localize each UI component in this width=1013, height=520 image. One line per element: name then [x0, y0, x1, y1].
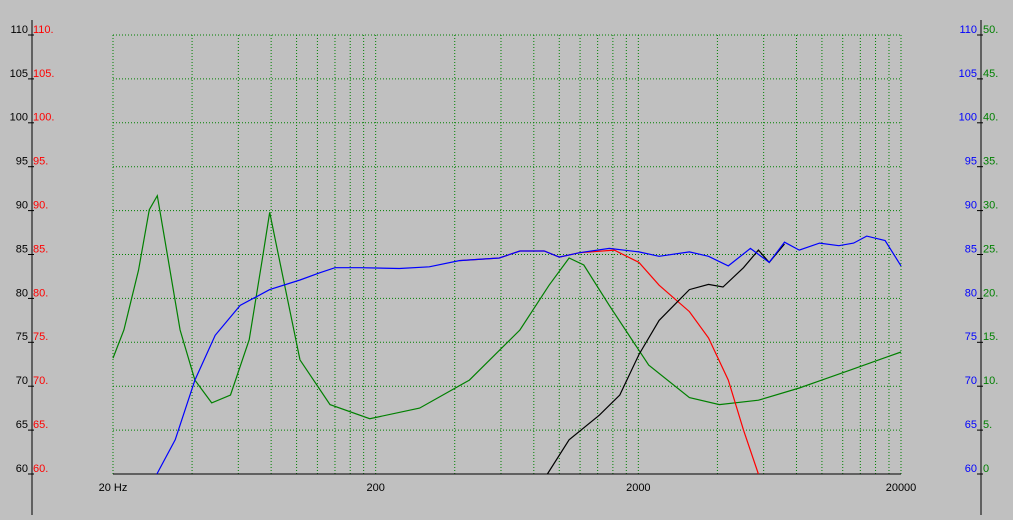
- y-tick-label: 75: [16, 331, 28, 343]
- y-tick-label: 80: [965, 287, 977, 299]
- x-tick-label: 2000: [626, 482, 650, 494]
- y-tick-label: 110: [10, 24, 28, 36]
- y-tick-label: 40.: [983, 112, 998, 124]
- y-tick-label: 60: [16, 463, 28, 475]
- y-tick-label: 5.: [983, 419, 992, 431]
- y-tick-label: 60.: [33, 463, 48, 475]
- y-tick-label: 10.: [983, 375, 998, 387]
- y-tick-label: 95: [965, 156, 977, 168]
- y-tick-label: 105.: [33, 68, 54, 80]
- y-tick-label: 45.: [983, 68, 998, 80]
- y-tick-label: 80.: [33, 287, 48, 299]
- y-tick-label: 65: [16, 419, 28, 431]
- x-tick-label: 200: [366, 482, 384, 494]
- y-tick-label: 90: [16, 200, 28, 212]
- y-tick-label: 20.: [983, 287, 998, 299]
- series-line: [156, 235, 902, 475]
- y-tick-label: 110: [959, 24, 977, 36]
- x-tick-label: 20000: [886, 482, 917, 494]
- y-tick-label: 85.: [33, 243, 48, 255]
- y-tick-label: 70: [965, 375, 977, 387]
- y-tick-label: 95: [16, 156, 28, 168]
- y-tick-label: 75: [965, 331, 977, 343]
- y-tick-label: 85: [16, 243, 28, 255]
- y-tick-label: 90: [965, 200, 977, 212]
- y-tick-label: 105: [10, 68, 28, 80]
- y-tick-label: 105: [959, 68, 977, 80]
- y-tick-label: 65: [965, 419, 977, 431]
- y-tick-label: 35.: [983, 156, 998, 168]
- series-line: [112, 193, 902, 420]
- y-tick-label: 70: [16, 375, 28, 387]
- y-tick-label: 90.: [33, 200, 48, 212]
- y-tick-label: 30.: [983, 200, 998, 212]
- y-tick-label: 100: [959, 112, 977, 124]
- x-tick-label: 20 Hz: [99, 482, 128, 494]
- y-tick-label: 80: [16, 287, 28, 299]
- y-tick-label: 60: [965, 463, 977, 475]
- y-tick-label: 100: [10, 112, 28, 124]
- y-tick-label: 75.: [33, 331, 48, 343]
- series-line: [546, 243, 785, 475]
- y-tick-label: 65.: [33, 419, 48, 431]
- y-tick-label: 85: [965, 243, 977, 255]
- y-tick-label: 70.: [33, 375, 48, 387]
- y-tick-label: 50.: [983, 24, 998, 36]
- y-tick-label: 100.: [33, 112, 54, 124]
- y-tick-label: 110.: [33, 24, 54, 36]
- y-tick-label: 0: [983, 463, 989, 475]
- y-tick-label: 15.: [983, 331, 998, 343]
- y-tick-label: 25.: [983, 243, 998, 255]
- y-tick-label: 95.: [33, 156, 48, 168]
